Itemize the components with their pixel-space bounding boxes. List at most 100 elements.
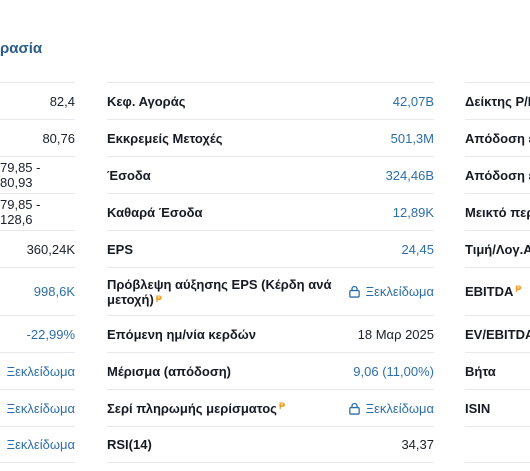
stat-row: Απόδοση επ <box>465 119 530 156</box>
stat-value: 24,45 <box>401 231 434 267</box>
stat-label-text: Απόδοση επ <box>465 167 530 183</box>
stat-row: ISIN <box>465 389 530 426</box>
stat-value: 12,89K <box>393 194 434 230</box>
stat-row: Πρόβλεψη αύξησης EPS (Κέρδη ανά μετοχή) ₱… <box>107 267 434 315</box>
stat-value-text: Ξεκλείδωμα <box>365 284 434 299</box>
stat-label-text: Κεφ. Αγοράς <box>107 93 186 109</box>
stat-value-text: 501,3M <box>390 130 434 146</box>
stat-label-text: Βήτα <box>465 363 496 379</box>
stat-label: Απόδοση επ <box>465 131 530 146</box>
stat-label-text: Καθαρά Έσοδα <box>107 204 203 220</box>
stat-row: 79,85 - 128,6 <box>0 193 75 230</box>
stat-label: EV/EBITDA <box>465 327 530 342</box>
stat-label-text: Εκκρεμείς Μετοχές <box>107 130 223 146</box>
pro-badge-icon: ₱ <box>515 284 522 294</box>
stat-value-text: 24,45 <box>401 241 434 257</box>
stat-label: Βήτα <box>465 364 496 379</box>
stat-value: 42,07B <box>393 83 434 119</box>
stat-label-text: Μεικτό περ <box>465 204 530 220</box>
stat-label: RSI(14) <box>107 437 152 452</box>
stat-row: Μέρισμα (απόδοση) 9,06 (11,00%) <box>107 352 434 389</box>
stat-label: Καθαρά Έσοδα <box>107 205 203 220</box>
stat-row: Καθαρά Έσοδα 12,89K <box>107 193 434 230</box>
page-title: ρασία <box>0 40 43 57</box>
stat-label-text: EBITDA <box>465 284 514 299</box>
stat-row: RSI(14) 34,37 <box>107 426 434 463</box>
stat-row: EV/EBITDA <box>465 315 530 352</box>
stat-row: Ξεκλείδωμα <box>0 389 75 426</box>
stat-label: Έσοδα <box>107 168 151 183</box>
stat-value: 82,4 <box>49 93 75 109</box>
stat-value: 501,3M <box>391 120 434 156</box>
stat-value-text: Ξεκλείδωμα <box>365 400 434 416</box>
stat-row: 82,4 <box>0 82 75 119</box>
stat-label-text: ISIN <box>465 400 491 416</box>
stat-value-text: 42,07B <box>392 93 434 109</box>
stat-label: Απόδοση επ <box>465 168 530 183</box>
stat-label: Σερί πληρωμής μερίσματος ₱ <box>107 401 285 416</box>
stat-row <box>465 426 530 463</box>
stat-label: ISIN <box>465 401 490 416</box>
stat-label: Εκκρεμείς Μετοχές <box>107 131 223 146</box>
stat-label: Τιμή/Λογ.Α <box>465 242 530 257</box>
stat-label-text: Μέρισμα (απόδοση) <box>107 363 232 379</box>
stat-value: 79,85 - 80,93 <box>0 160 41 190</box>
unlock-link[interactable]: Ξεκλείδωμα <box>6 400 75 416</box>
stat-value: 324,46B <box>386 157 434 193</box>
stat-row: Επόμενη ημ/νία κερδών 18 Μαρ 2025 <box>107 315 434 352</box>
stat-label-text: RSI(14) <box>107 437 152 452</box>
stat-row: Δείκτης P/E <box>465 82 530 119</box>
stat-value: 360,24K <box>26 241 75 257</box>
stat-value: 998,6K <box>33 284 75 299</box>
stat-value-text: 34,37 <box>401 437 434 452</box>
stat-row: Έσοδα 324,46B <box>107 156 434 193</box>
stat-row: EPS 24,45 <box>107 230 434 267</box>
stat-value-text: 18 Μαρ 2025 <box>357 326 434 342</box>
stat-row: Κεφ. Αγοράς 42,07B <box>107 82 434 119</box>
stat-row: Ξεκλείδωμα <box>0 426 75 463</box>
unlock-link[interactable]: Ξεκλείδωμα <box>6 363 75 379</box>
stat-row: -22,99% <box>0 315 75 352</box>
stat-value-text: 9,06 (11,00%) <box>353 363 434 379</box>
stat-label: EBITDA ₱ <box>465 284 521 299</box>
unlock-link[interactable]: Ξεκλείδωμα <box>6 437 75 452</box>
stat-row: 360,24K <box>0 230 75 267</box>
pro-badge-icon: ₱ <box>278 400 285 411</box>
stat-label: Δείκτης P/E <box>465 94 530 109</box>
stat-label-text: EV/EBITDA <box>465 326 530 342</box>
lock-icon <box>348 402 361 415</box>
stat-label-text: Έσοδα <box>107 167 151 183</box>
stat-row: Ξεκλείδωμα <box>0 352 75 389</box>
stat-label: Μέρισμα (απόδοση) <box>107 364 231 379</box>
stat-row: Εκκρεμείς Μετοχές 501,3M <box>107 119 434 156</box>
stat-label-text: EPS <box>107 241 134 257</box>
stat-value: -22,99% <box>26 326 75 342</box>
stat-value: 34,37 <box>401 427 434 462</box>
unlock-link[interactable]: Ξεκλείδωμα <box>348 268 434 315</box>
stat-row: 998,6K <box>0 267 75 315</box>
stat-label-text: Τιμή/Λογ.Α <box>465 241 530 257</box>
stat-label-text: Δείκτης P/E <box>465 93 530 109</box>
stat-value: 9,06 (11,00%) <box>353 353 434 389</box>
stat-label: EPS <box>107 242 133 257</box>
stat-row: 80,76 <box>0 119 75 156</box>
stat-row: Απόδοση επ <box>465 156 530 193</box>
stat-label-text: Πρόβλεψη αύξησης EPS (Κέρδη ανά μετοχή) <box>107 276 332 307</box>
stat-label: Επόμενη ημ/νία κερδών <box>107 327 256 342</box>
stat-value: 18 Μαρ 2025 <box>358 316 434 352</box>
stat-value: 79,85 - 128,6 <box>0 197 41 227</box>
unlock-link[interactable]: Ξεκλείδωμα <box>348 390 434 426</box>
pro-badge-icon: ₱ <box>155 293 162 304</box>
stat-row: Σερί πληρωμής μερίσματος ₱ Ξεκλείδωμα <box>107 389 434 426</box>
stat-label: Πρόβλεψη αύξησης EPS (Κέρδη ανά μετοχή) ₱ <box>107 277 332 307</box>
stat-label-text: Σερί πληρωμής μερίσματος <box>107 400 277 416</box>
stat-value: 80,76 <box>42 130 75 146</box>
stat-row: Βήτα <box>465 352 530 389</box>
stat-row: Τιμή/Λογ.Α <box>465 230 530 267</box>
stat-value-text: 12,89K <box>392 204 434 220</box>
stat-label: Μεικτό περ <box>465 205 530 220</box>
stat-row: EBITDA ₱ <box>465 267 530 315</box>
stat-label-text: Απόδοση επ <box>465 130 530 146</box>
stat-value-text: 324,46B <box>385 167 434 183</box>
stat-label-text: Επόμενη ημ/νία κερδών <box>107 326 256 342</box>
